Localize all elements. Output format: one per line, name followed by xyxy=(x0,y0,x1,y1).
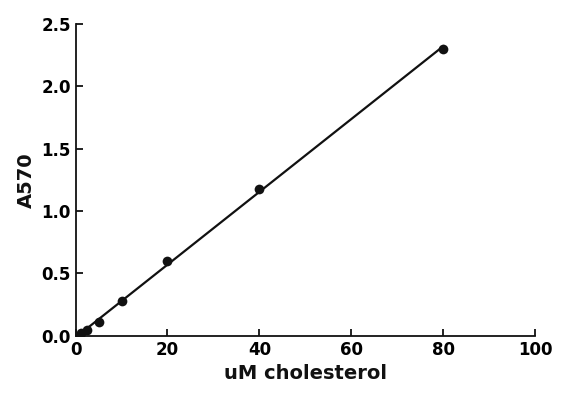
Y-axis label: A570: A570 xyxy=(17,152,36,208)
X-axis label: uM cholesterol: uM cholesterol xyxy=(224,364,387,383)
